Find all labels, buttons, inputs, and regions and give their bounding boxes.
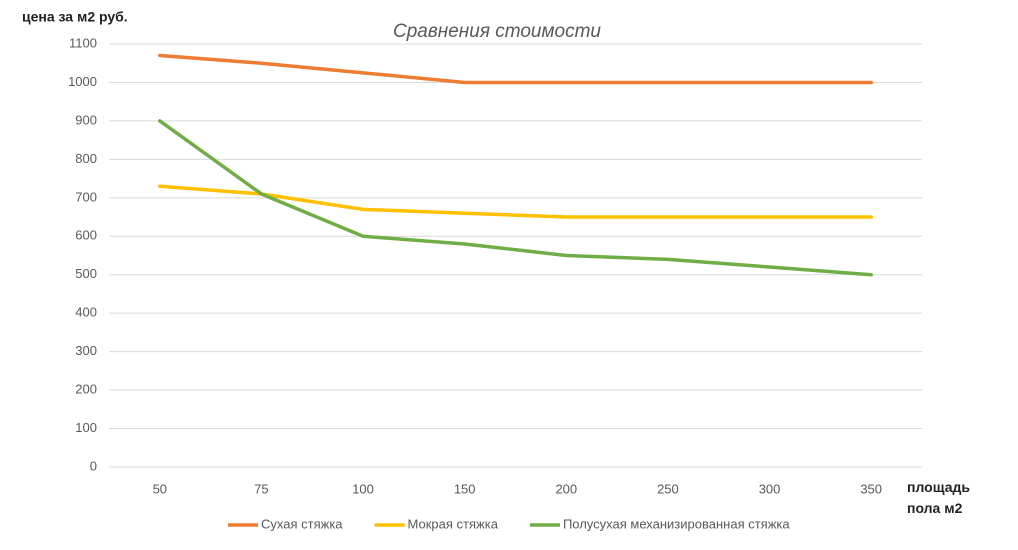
y-tick-label: 600 — [75, 228, 97, 243]
y-tick-label: 200 — [75, 382, 97, 397]
legend-label: Сухая стяжка — [261, 516, 343, 531]
x-tick-label: 150 — [454, 481, 476, 496]
series-line — [158, 119, 873, 277]
series-line — [158, 184, 873, 219]
y-tick-label: 0 — [90, 458, 97, 473]
y-tick-label: 400 — [75, 305, 97, 320]
y-tick-label: 800 — [75, 151, 97, 166]
y-tick-label: 900 — [75, 112, 97, 127]
x-tick-label: 100 — [352, 481, 374, 496]
y-axis-label: цена за м2 руб. — [22, 9, 128, 25]
x-axis-label: площадь пола м2 — [907, 479, 970, 516]
x-tick-label: 75 — [254, 481, 268, 496]
x-tick-label: 200 — [555, 481, 577, 496]
x-tick-label: 300 — [759, 481, 781, 496]
y-tick-label: 1000 — [68, 74, 97, 89]
y-tick-label: 500 — [75, 266, 97, 281]
x-tick-label: 250 — [657, 481, 679, 496]
x-tick-label: 50 — [153, 481, 167, 496]
chart-title: Сравнения стоимости — [393, 21, 601, 42]
x-tick-label: 350 — [860, 481, 882, 496]
y-tick-label: 100 — [75, 420, 97, 435]
legend-label: Полусухая механизированная стяжка — [563, 516, 790, 531]
y-tick-label: 300 — [75, 343, 97, 358]
series-line — [158, 53, 873, 85]
y-tick-label: 1100 — [69, 35, 97, 50]
legend-label: Мокрая стяжка — [408, 516, 499, 531]
y-tick-label: 700 — [75, 189, 97, 204]
